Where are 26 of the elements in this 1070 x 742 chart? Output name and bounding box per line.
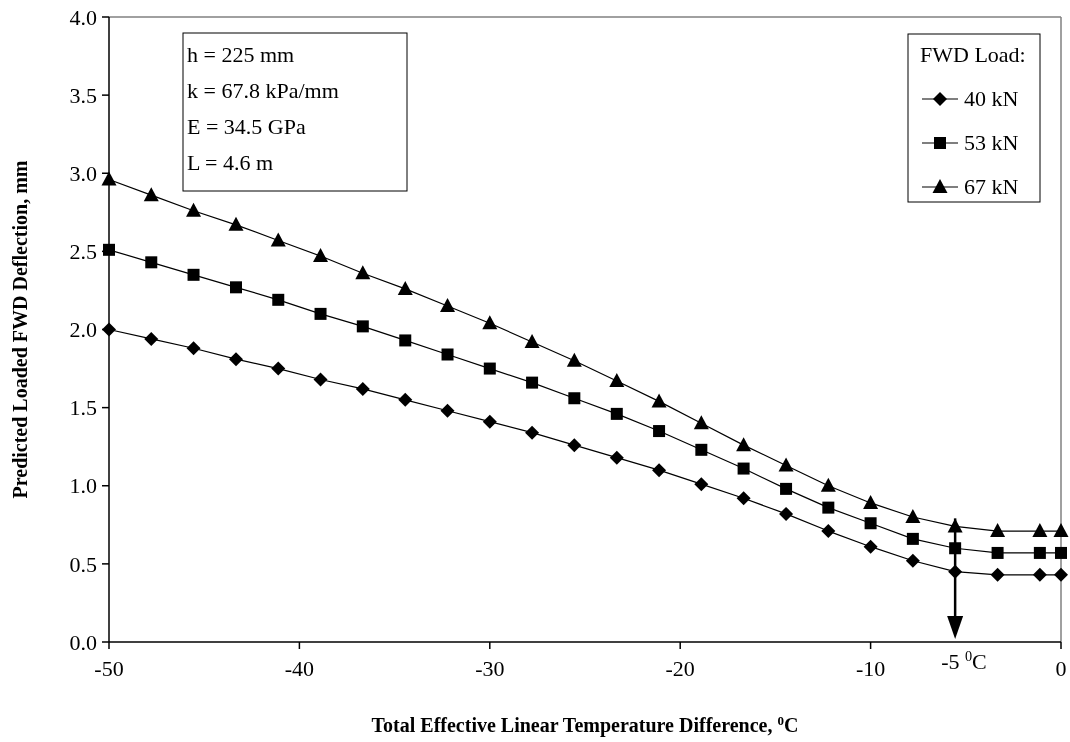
legend-label: 67 kN	[964, 174, 1019, 199]
x-tick-label: 0	[1055, 656, 1067, 681]
annotation: k = 67.8 kPa/mm	[187, 78, 339, 103]
y-tick-label: 2.0	[69, 317, 97, 343]
x-tick-label: -40	[284, 656, 315, 681]
y-tick-label: 1.5	[69, 395, 97, 421]
x-tick-label: -30	[475, 656, 505, 681]
legend-label: 40 kN	[964, 86, 1019, 111]
x-tick-label: -50	[94, 656, 124, 681]
legend-title: FWD Load:	[920, 42, 1026, 67]
x-tick-label: -10	[855, 656, 886, 681]
x-tick-label: -20	[665, 656, 695, 681]
y-tick-label: 4.0	[69, 4, 97, 30]
y-tick-label: 0.0	[69, 629, 97, 655]
annotation: E = 34.5 GPa	[187, 114, 306, 139]
annotation: h = 225 mm	[187, 42, 295, 67]
legend-label: 53 kN	[964, 130, 1019, 155]
ref-line-label: -5 $^{0}$C	[941, 648, 987, 674]
y-tick-label: 3.0	[69, 160, 97, 186]
x-axis-title: Total Effective Linear Temperature Difference, $^{0}$C	[371, 712, 799, 737]
y-tick-label: 1.0	[69, 473, 97, 499]
y-tick-label: 2.5	[69, 239, 97, 265]
y-tick-label: 3.5	[69, 82, 97, 108]
annotation: L = 4.6 m	[187, 150, 274, 175]
y-tick-label: 0.5	[69, 551, 97, 577]
y-axis-title: Predicted Loaded FWD Deflection, mm	[9, 160, 31, 499]
